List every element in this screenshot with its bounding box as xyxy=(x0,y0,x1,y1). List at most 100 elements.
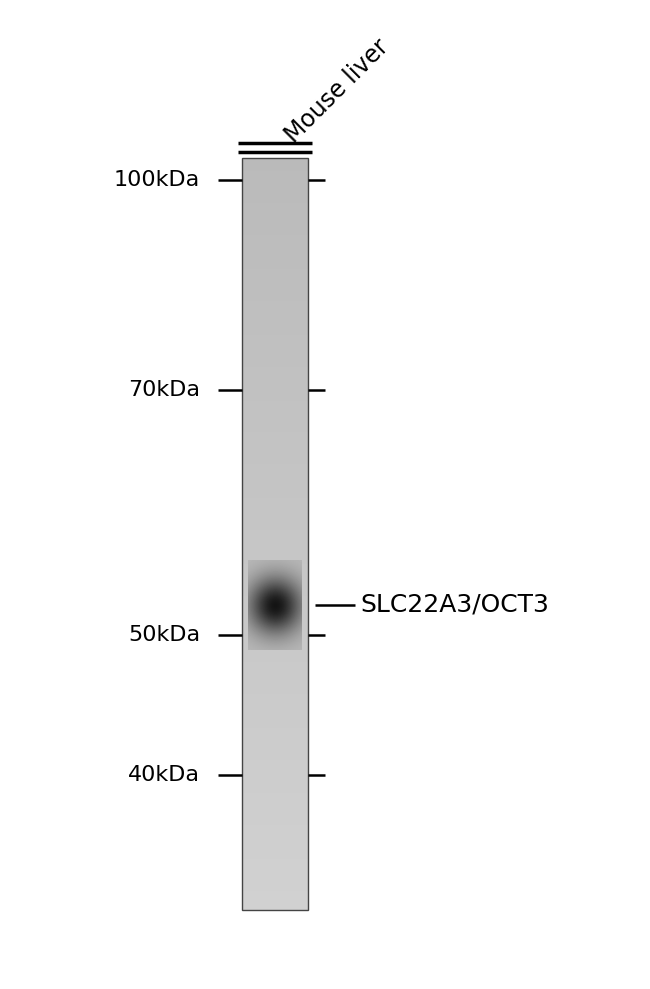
Bar xyxy=(242,891,308,894)
Bar xyxy=(242,618,308,621)
Bar xyxy=(242,532,308,535)
Bar xyxy=(242,250,308,253)
Bar xyxy=(242,827,308,830)
Bar xyxy=(242,459,308,462)
Bar xyxy=(242,411,308,414)
Bar xyxy=(242,553,308,556)
Bar xyxy=(242,470,308,473)
Bar xyxy=(242,632,308,634)
Bar xyxy=(242,163,308,166)
Bar xyxy=(242,655,308,657)
Bar xyxy=(242,472,308,475)
Bar xyxy=(242,720,308,723)
Bar xyxy=(242,273,308,275)
Bar xyxy=(242,874,308,877)
Bar xyxy=(242,884,308,886)
Bar xyxy=(242,284,308,287)
Bar xyxy=(242,784,308,786)
Bar xyxy=(242,521,308,523)
Bar xyxy=(242,476,308,479)
Bar xyxy=(242,415,308,418)
Bar xyxy=(242,880,308,882)
Bar xyxy=(242,599,308,602)
Bar xyxy=(242,478,308,481)
Bar xyxy=(242,588,308,591)
Bar xyxy=(242,198,308,200)
Bar xyxy=(242,259,308,262)
Bar xyxy=(242,684,308,687)
Bar xyxy=(242,822,308,824)
Bar xyxy=(242,542,308,544)
Bar xyxy=(242,745,308,747)
Bar xyxy=(242,344,308,347)
Text: 70kDa: 70kDa xyxy=(128,380,200,400)
Bar xyxy=(242,609,308,612)
Bar xyxy=(242,705,308,708)
Bar xyxy=(242,812,308,815)
Bar xyxy=(242,590,308,593)
Bar xyxy=(242,313,308,315)
Bar xyxy=(242,885,308,888)
Bar xyxy=(242,601,308,604)
Bar xyxy=(242,275,308,277)
Bar xyxy=(242,213,308,215)
Bar xyxy=(242,592,308,594)
Bar xyxy=(242,854,308,856)
Bar xyxy=(242,895,308,898)
Bar xyxy=(242,350,308,352)
Bar xyxy=(242,315,308,316)
Bar xyxy=(242,305,308,308)
Bar xyxy=(242,791,308,794)
Bar xyxy=(242,307,308,310)
Text: 50kDa: 50kDa xyxy=(128,625,200,645)
Bar xyxy=(242,690,308,692)
Bar xyxy=(242,447,308,450)
Bar xyxy=(242,767,308,769)
Bar xyxy=(242,513,308,516)
Bar xyxy=(242,870,308,873)
Text: SLC22A3/OCT3: SLC22A3/OCT3 xyxy=(360,593,549,617)
Bar xyxy=(242,357,308,360)
Bar xyxy=(242,238,308,241)
Bar xyxy=(242,722,308,725)
Bar xyxy=(242,737,308,740)
Bar xyxy=(242,282,308,285)
Bar xyxy=(242,615,308,617)
Bar xyxy=(242,605,308,608)
Bar xyxy=(242,317,308,320)
Bar xyxy=(242,743,308,746)
Bar xyxy=(242,505,308,508)
Bar xyxy=(242,778,308,781)
Bar xyxy=(242,774,308,777)
Bar xyxy=(242,586,308,589)
Bar xyxy=(242,594,308,596)
Bar xyxy=(242,835,308,838)
Bar xyxy=(242,882,308,884)
Bar xyxy=(242,876,308,879)
Bar xyxy=(242,428,308,431)
Bar xyxy=(242,438,308,441)
Bar xyxy=(242,788,308,790)
Bar xyxy=(242,534,308,537)
Bar xyxy=(242,384,308,386)
Bar xyxy=(242,686,308,689)
Bar xyxy=(242,382,308,385)
Bar xyxy=(242,711,308,713)
Bar xyxy=(242,449,308,452)
Bar xyxy=(242,468,308,471)
Bar xyxy=(242,850,308,853)
Bar xyxy=(242,861,308,863)
Bar xyxy=(242,342,308,345)
Bar xyxy=(242,780,308,783)
Bar xyxy=(242,346,308,348)
Bar xyxy=(242,820,308,822)
Bar xyxy=(242,160,308,162)
Bar xyxy=(242,578,308,580)
Bar xyxy=(242,446,308,448)
Bar xyxy=(242,367,308,369)
Bar xyxy=(242,493,308,495)
Bar xyxy=(242,215,308,217)
Bar xyxy=(242,319,308,322)
Bar xyxy=(242,670,308,672)
Bar xyxy=(242,716,308,719)
